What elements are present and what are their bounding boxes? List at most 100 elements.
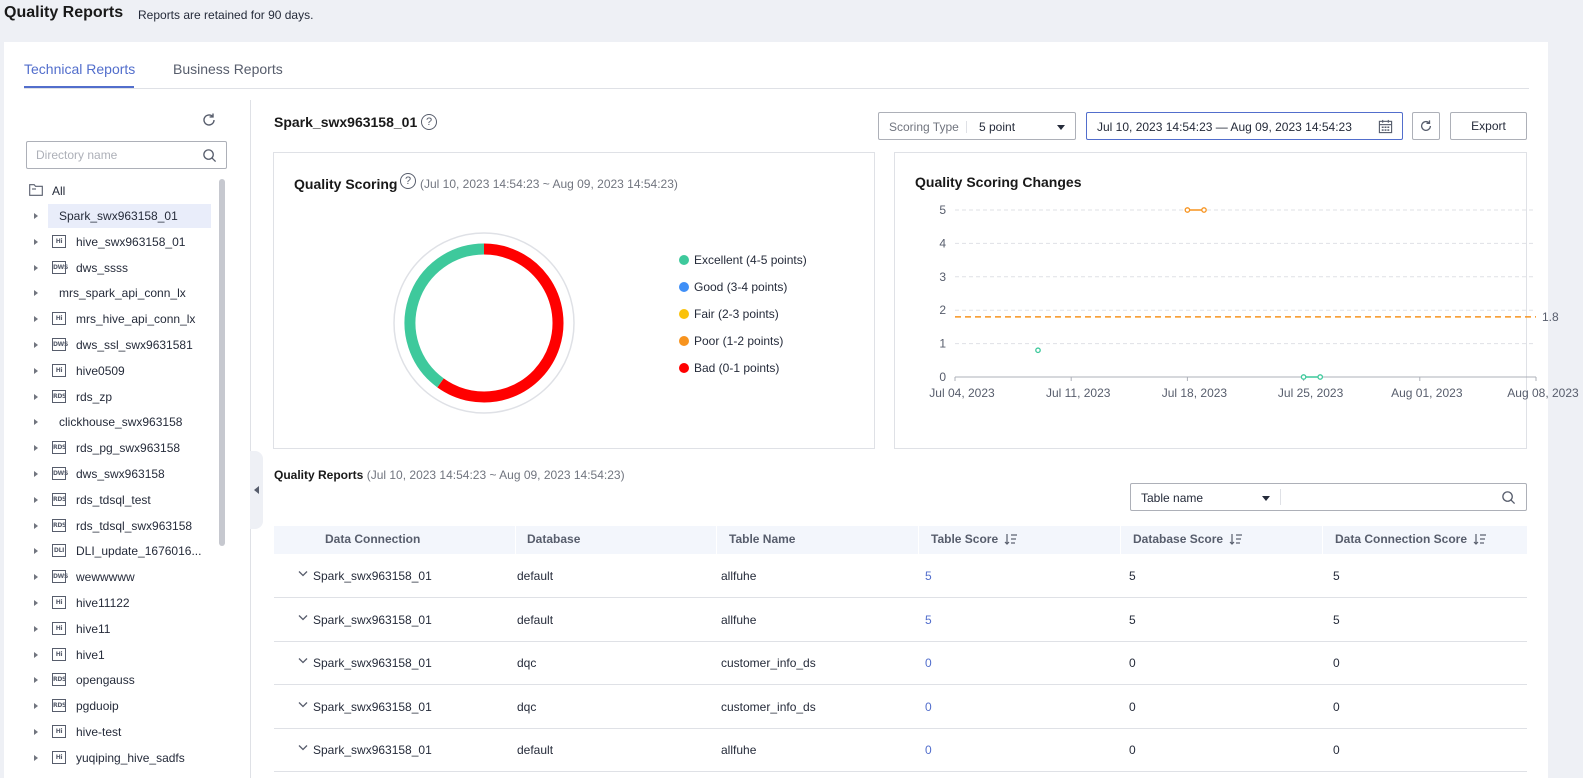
tree-item[interactable]: DWS dws_ssss xyxy=(24,256,214,280)
tree-item[interactable]: Hi hive_swx963158_01 xyxy=(24,230,214,254)
tree-expand-icon[interactable] xyxy=(34,729,38,735)
chevron-down-icon[interactable] xyxy=(298,614,308,622)
help-icon[interactable]: ? xyxy=(421,114,437,130)
calendar-icon[interactable] xyxy=(1378,119,1393,134)
tree-item[interactable]: Hi hive-test xyxy=(24,720,214,744)
tree-expand-icon[interactable] xyxy=(34,600,38,606)
table-filter-type[interactable]: Table name xyxy=(1141,491,1204,505)
tree-item[interactable]: DWS dws_swx963158 xyxy=(24,462,214,486)
tree-expand-icon[interactable] xyxy=(34,522,38,529)
tree-item[interactable]: RDS opengauss xyxy=(24,668,214,692)
column-database-score[interactable]: Database Score xyxy=(1133,532,1243,546)
tree-expand-icon[interactable] xyxy=(34,651,38,658)
tree-expand-icon[interactable] xyxy=(34,445,38,452)
tree-expand-icon[interactable] xyxy=(34,548,38,555)
tree-expand-icon[interactable] xyxy=(34,754,38,761)
sort-icon[interactable] xyxy=(1229,533,1243,545)
legend-item[interactable]: Good (3-4 points) xyxy=(679,280,787,294)
search-icon[interactable] xyxy=(202,148,217,163)
date-range-picker[interactable]: Jul 10, 2023 14:54:23 — Aug 09, 2023 14:… xyxy=(1086,112,1403,140)
tree-item[interactable]: DWS wewwwww xyxy=(24,565,214,589)
tab-technical-reports[interactable]: Technical Reports xyxy=(24,61,136,77)
data-point[interactable] xyxy=(1300,374,1307,380)
tree-expand-icon[interactable] xyxy=(34,419,38,426)
tree-item[interactable]: clickhouse_swx963158 xyxy=(24,410,214,434)
export-button[interactable]: Export xyxy=(1450,112,1527,140)
directory-search-field[interactable] xyxy=(26,141,227,169)
cell-table-score-link[interactable]: 5 xyxy=(925,569,932,583)
legend-item[interactable]: Fair (2-3 points) xyxy=(679,307,779,321)
sidebar-collapse-handle[interactable] xyxy=(250,451,263,529)
table-row[interactable]: Spark_swx963158_01 dqc customer_info_ds 0 0 0 xyxy=(274,685,1527,729)
tree-item[interactable]: Hi yuqiping_hive_sadfs xyxy=(24,746,214,770)
donut-slice[interactable] xyxy=(437,243,564,403)
table-filter-input[interactable] xyxy=(1286,487,1496,507)
sidebar-scrollbar[interactable] xyxy=(219,179,225,546)
tree-item[interactable]: Hi hive11122 xyxy=(24,591,214,615)
tree-item[interactable]: DLI DLI_update_1676016... xyxy=(24,539,214,563)
date-range-value: Jul 10, 2023 14:54:23 — Aug 09, 2023 14:… xyxy=(1097,120,1352,134)
column-table-score[interactable]: Table Score xyxy=(931,532,1018,546)
tree-item[interactable]: mrs_spark_api_conn_lx xyxy=(24,281,214,305)
tree-item-label: opengauss xyxy=(76,673,135,688)
table-row[interactable]: Spark_swx963158_01 default allfuhe 0 0 0 xyxy=(274,728,1527,773)
column-data-connection-score[interactable]: Data Connection Score xyxy=(1335,532,1487,546)
cell-table-score-link[interactable]: 0 xyxy=(925,699,932,714)
tree-expand-icon[interactable] xyxy=(34,393,38,400)
tree-item[interactable]: Hi hive0509 xyxy=(24,359,214,383)
table-row[interactable]: Spark_swx963158_01 dqc customer_info_ds 0 0 0 xyxy=(274,641,1527,686)
legend-item[interactable]: Poor (1-2 points) xyxy=(679,334,783,348)
cell-table-score-link[interactable]: 0 xyxy=(925,656,932,671)
data-point[interactable] xyxy=(1201,207,1207,213)
tree-item[interactable]: RDS rds_tdsql_test xyxy=(24,488,214,512)
tree-expand-icon[interactable] xyxy=(34,213,38,219)
tree-item[interactable]: Hi hive1 xyxy=(24,643,214,667)
tree-item[interactable]: DWS dws_ssl_swx9631581 xyxy=(24,333,214,357)
tree-expand-icon[interactable] xyxy=(34,703,38,710)
refresh-icon[interactable] xyxy=(201,112,217,128)
tree-expand-icon[interactable] xyxy=(34,264,38,271)
legend-item[interactable]: Excellent (4-5 points) xyxy=(679,253,807,267)
tree-item[interactable]: Hi mrs_hive_api_conn_lx xyxy=(24,307,214,331)
table-row[interactable]: Spark_swx963158_01 default allfuhe 5 5 5 xyxy=(274,598,1527,642)
sort-icon[interactable] xyxy=(1473,533,1487,545)
data-point[interactable] xyxy=(1184,207,1191,213)
tree-expand-icon[interactable] xyxy=(34,471,38,477)
tree-expand-icon[interactable] xyxy=(34,677,38,684)
help-icon[interactable]: ? xyxy=(400,173,416,189)
tree-item[interactable]: Hi hive11 xyxy=(24,617,214,641)
tree-expand-icon[interactable] xyxy=(34,367,38,374)
donut-slice[interactable] xyxy=(404,243,485,388)
tree-item[interactable]: RDS pgduoip xyxy=(24,694,214,718)
tree-expand-icon[interactable] xyxy=(34,496,38,503)
sort-icon[interactable] xyxy=(1004,533,1018,545)
tree-item[interactable]: RDS rds_zp xyxy=(24,385,214,409)
tree-item[interactable]: RDS rds_pg_swx963158 xyxy=(24,436,214,460)
tree-root-all[interactable]: All xyxy=(24,179,214,203)
directory-search-input[interactable] xyxy=(36,142,206,168)
tree-item[interactable]: RDS rds_tdsql_swx963158 xyxy=(24,514,214,538)
tree-item[interactable]: Spark_swx963158_01 xyxy=(24,204,214,228)
chevron-down-icon[interactable] xyxy=(298,701,308,709)
tree-expand-icon[interactable] xyxy=(34,625,38,632)
tree-expand-icon[interactable] xyxy=(34,290,38,297)
table-filter[interactable]: Table name xyxy=(1130,483,1527,511)
table-row[interactable]: Spark_swx963158_01 default allfuhe 5 5 5 xyxy=(274,554,1527,598)
search-icon[interactable] xyxy=(1501,490,1516,505)
tree-item-label: pgduoip xyxy=(76,699,119,714)
tree-expand-icon[interactable] xyxy=(34,316,38,323)
cell-table-score-link[interactable]: 0 xyxy=(925,743,932,758)
legend-item[interactable]: Bad (0-1 points) xyxy=(679,361,779,375)
chevron-down-icon[interactable] xyxy=(298,657,308,665)
scoring-type-select[interactable]: Scoring Type 5 point xyxy=(878,112,1076,140)
chevron-down-icon[interactable] xyxy=(298,570,308,578)
tree-expand-icon[interactable] xyxy=(34,342,38,348)
refresh-button[interactable] xyxy=(1412,112,1440,140)
tree-expand-icon[interactable] xyxy=(34,238,38,245)
tree-expand-icon[interactable] xyxy=(34,574,38,581)
data-point[interactable] xyxy=(1317,374,1324,380)
cell-table-score-link[interactable]: 5 xyxy=(925,612,932,627)
data-point[interactable] xyxy=(1035,347,1041,354)
tab-business-reports[interactable]: Business Reports xyxy=(173,61,283,77)
chevron-down-icon[interactable] xyxy=(298,744,308,752)
